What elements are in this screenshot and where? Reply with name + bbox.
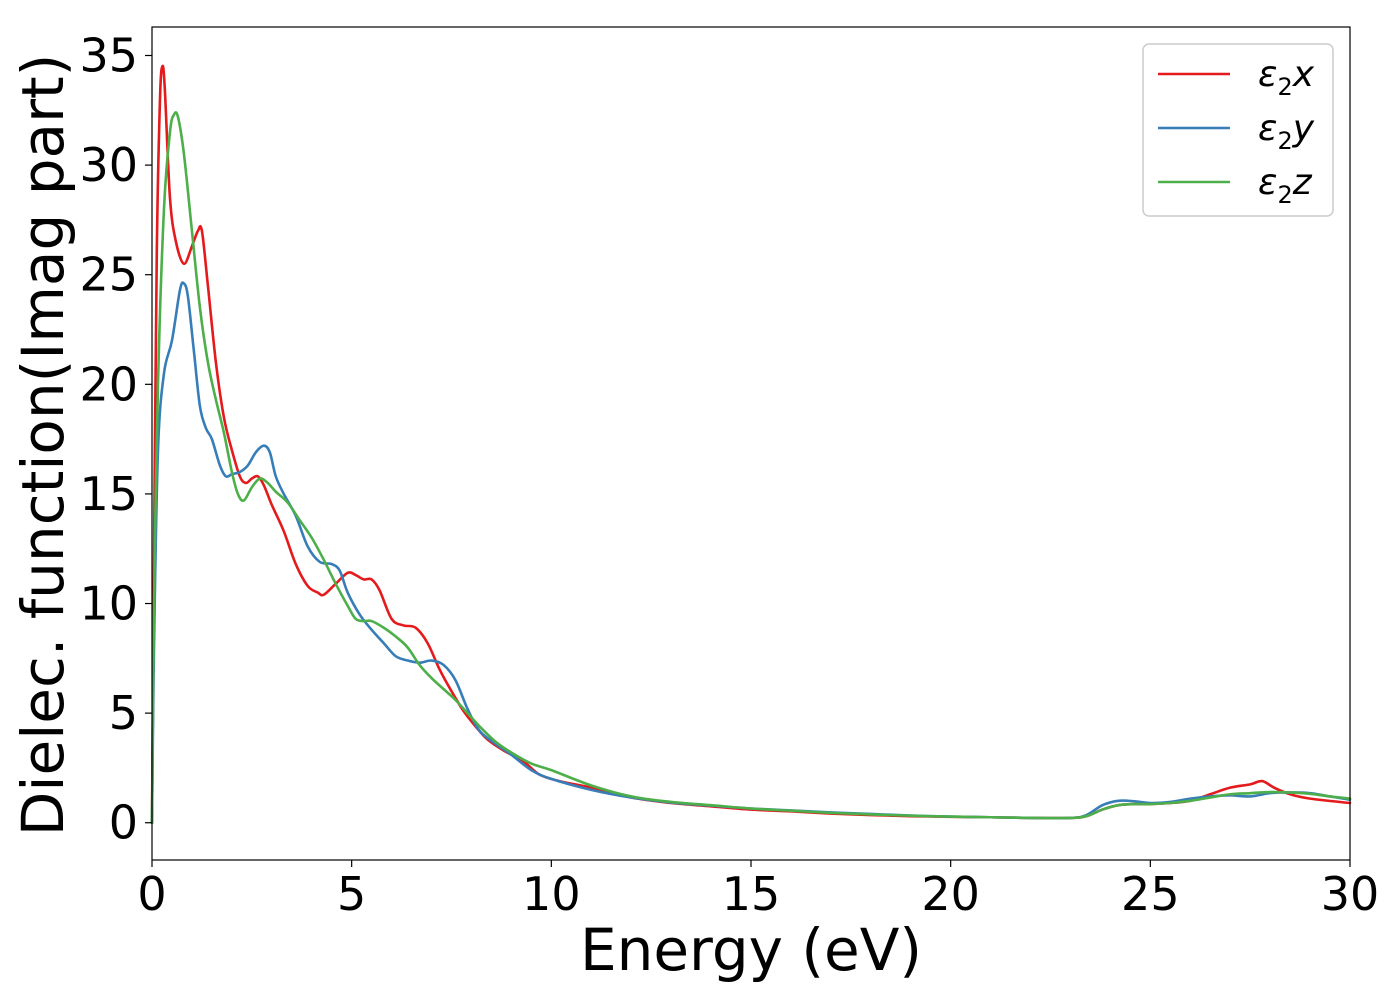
y-tick-label: 15: [79, 467, 138, 521]
legend-entry-y: ε2y: [1158, 108, 1315, 155]
x-tick-label: 30: [1321, 867, 1380, 921]
legend-entry-x: ε2x: [1158, 54, 1315, 101]
x-tick-label: 5: [337, 867, 366, 921]
legend-box: [1142, 43, 1334, 217]
legend-entry-z: ε2z: [1158, 162, 1313, 209]
series-layer: [150, 64, 1352, 825]
x-tick-label: 20: [921, 867, 980, 921]
y-tick-label: 0: [109, 796, 138, 850]
x-tick-label: 15: [722, 867, 781, 921]
series-line-z: [150, 111, 1352, 825]
legend-label-x: ε2x: [1258, 54, 1315, 101]
y-tick-label: 35: [79, 28, 138, 82]
y-tick-label: 30: [79, 138, 138, 192]
x-tick-label: 10: [522, 867, 581, 921]
legend: ε2x ε2y ε2z: [1142, 43, 1334, 217]
legend-label-y: ε2y: [1258, 108, 1315, 155]
y-tick-label: 10: [79, 577, 138, 631]
x-axis-title: Energy (eV): [580, 916, 922, 984]
y-tick-label: 25: [79, 248, 138, 302]
x-tick-label: 25: [1121, 867, 1180, 921]
x-tick-label: 0: [137, 867, 166, 921]
y-axis-ticks: 0 5 10 15 20 25 30 35: [79, 28, 152, 850]
series-line-y: [150, 281, 1352, 825]
legend-label-z: ε2z: [1258, 162, 1313, 209]
y-tick-label: 20: [79, 357, 138, 411]
y-axis-title: Dielec. function(Imag part): [9, 54, 77, 837]
x-axis-ticks: 0 5 10 15 20 25 30: [137, 860, 1379, 921]
legend-items: ε2x ε2y ε2z: [1158, 54, 1315, 209]
y-tick-label: 5: [109, 686, 138, 740]
